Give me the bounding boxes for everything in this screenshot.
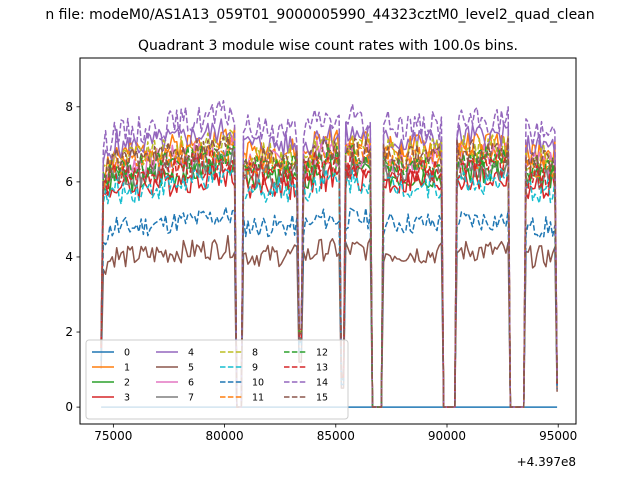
legend-label-14: 14	[316, 378, 328, 389]
x-tick-label: 80000	[205, 429, 243, 443]
series-line-15	[100, 136, 558, 408]
series-layer	[100, 100, 558, 408]
legend-label-3: 3	[124, 393, 130, 404]
y-tick-label: 4	[65, 250, 73, 264]
series-line-9	[100, 165, 558, 408]
series-line-14	[100, 100, 558, 408]
series-line-13	[100, 149, 558, 408]
x-tick-label: 75000	[94, 429, 132, 443]
legend-label-4: 4	[188, 348, 194, 359]
legend-label-8: 8	[252, 348, 258, 359]
legend-label-6: 6	[188, 378, 194, 389]
legend-label-13: 13	[316, 363, 328, 374]
legend-label-11: 11	[252, 393, 264, 404]
y-tick-label: 6	[65, 175, 73, 189]
legend-box	[85, 339, 349, 420]
x-axis-offset-text: +4.397e8	[517, 455, 576, 469]
legend-label-9: 9	[252, 363, 258, 374]
x-tick-label: 90000	[428, 429, 466, 443]
legend-label-1: 1	[124, 363, 130, 374]
legend-label-15: 15	[316, 393, 328, 404]
legend-label-10: 10	[252, 378, 264, 389]
x-tick-label: 95000	[539, 429, 577, 443]
series-line-10	[100, 206, 558, 408]
legend-label-12: 12	[316, 348, 328, 359]
legend-label-5: 5	[188, 363, 194, 374]
x-axis: 75000 80000 85000 90000 95000	[94, 424, 577, 443]
y-tick-label: 8	[65, 100, 73, 114]
chart-title: Quadrant 3 module wise count rates with …	[138, 38, 518, 54]
series-line-4	[100, 118, 558, 408]
x-tick-label: 85000	[317, 429, 355, 443]
series-line-8	[100, 129, 558, 408]
y-tick-label: 0	[65, 400, 73, 414]
figure-suptitle: n file: modeM0/AS1A13_059T01_9000005990_…	[45, 7, 594, 23]
series-line-5	[100, 234, 558, 408]
y-tick-label: 2	[65, 325, 73, 339]
y-axis: 0 2 4 6 8	[65, 100, 80, 414]
legend-label-0: 0	[124, 348, 130, 359]
plot-frame	[79, 57, 577, 425]
series-line-12	[100, 140, 558, 408]
legend-label-7: 7	[188, 393, 194, 404]
legend-label-2: 2	[124, 378, 130, 389]
